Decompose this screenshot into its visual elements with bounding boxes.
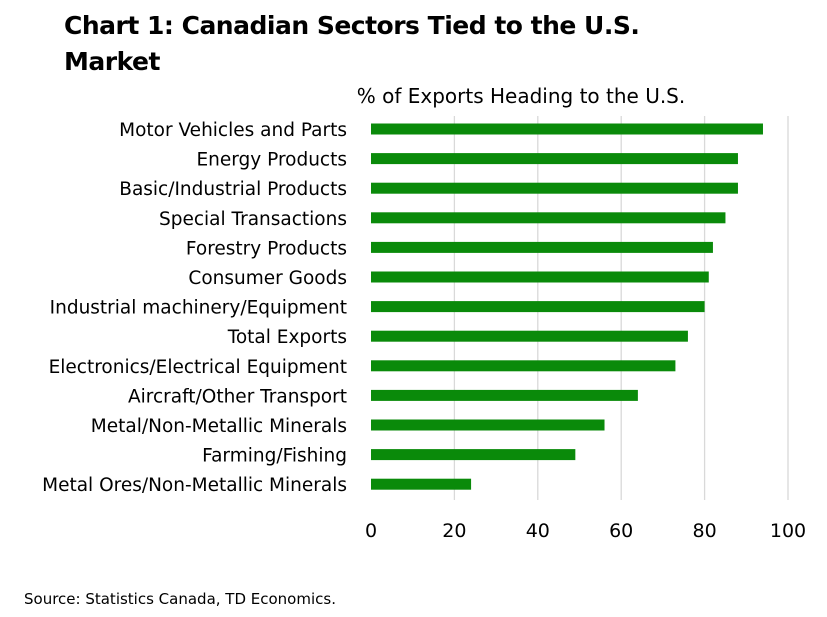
bar: [371, 241, 713, 253]
bar: [371, 182, 738, 194]
category-label: Total Exports: [227, 327, 347, 348]
category-label: Metal Ores/Non-Metallic Minerals: [42, 475, 347, 496]
category-label: Basic/Industrial Products: [119, 179, 347, 200]
bar: [371, 301, 705, 313]
source-note: Source: Statistics Canada, TD Economics.: [24, 590, 336, 608]
category-label: Energy Products: [196, 150, 347, 171]
bar: [371, 478, 472, 490]
x-tick-label: 40: [526, 520, 550, 542]
chart-title: Chart 1: Canadian Sectors Tied to the U.…: [64, 11, 640, 76]
x-tick-label: 0: [365, 520, 377, 542]
bar: [371, 153, 738, 165]
category-label: Metal/Non-Metallic Minerals: [91, 416, 347, 437]
bars: [371, 123, 763, 490]
category-label: Industrial machinery/Equipment: [50, 298, 347, 319]
category-label: Motor Vehicles and Parts: [119, 120, 347, 141]
category-labels: Motor Vehicles and Parts Energy Products B…: [42, 120, 347, 496]
chart-subtitle: % of Exports Heading to the U.S.: [357, 84, 686, 108]
bar: [371, 360, 676, 372]
bar: [371, 123, 763, 135]
bar: [371, 419, 605, 431]
x-tick-label: 100: [770, 520, 806, 542]
category-label: Aircraft/Other Transport: [128, 386, 347, 407]
category-label: Consumer Goods: [188, 268, 347, 289]
x-tick-label: 80: [693, 520, 717, 542]
bar: [371, 212, 726, 224]
category-label: Special Transactions: [159, 209, 347, 230]
bar: [371, 389, 638, 401]
category-label: Electronics/Electrical Equipment: [49, 357, 347, 378]
bar: [371, 449, 576, 461]
bar: [371, 271, 709, 283]
x-tick-label: 20: [442, 520, 466, 542]
x-tick-label: 60: [609, 520, 633, 542]
category-label: Forestry Products: [186, 238, 347, 259]
x-axis-ticks: 0 20 40 60 80 100: [365, 520, 806, 542]
bar: [371, 330, 688, 342]
category-label: Farming/Fishing: [202, 446, 347, 467]
